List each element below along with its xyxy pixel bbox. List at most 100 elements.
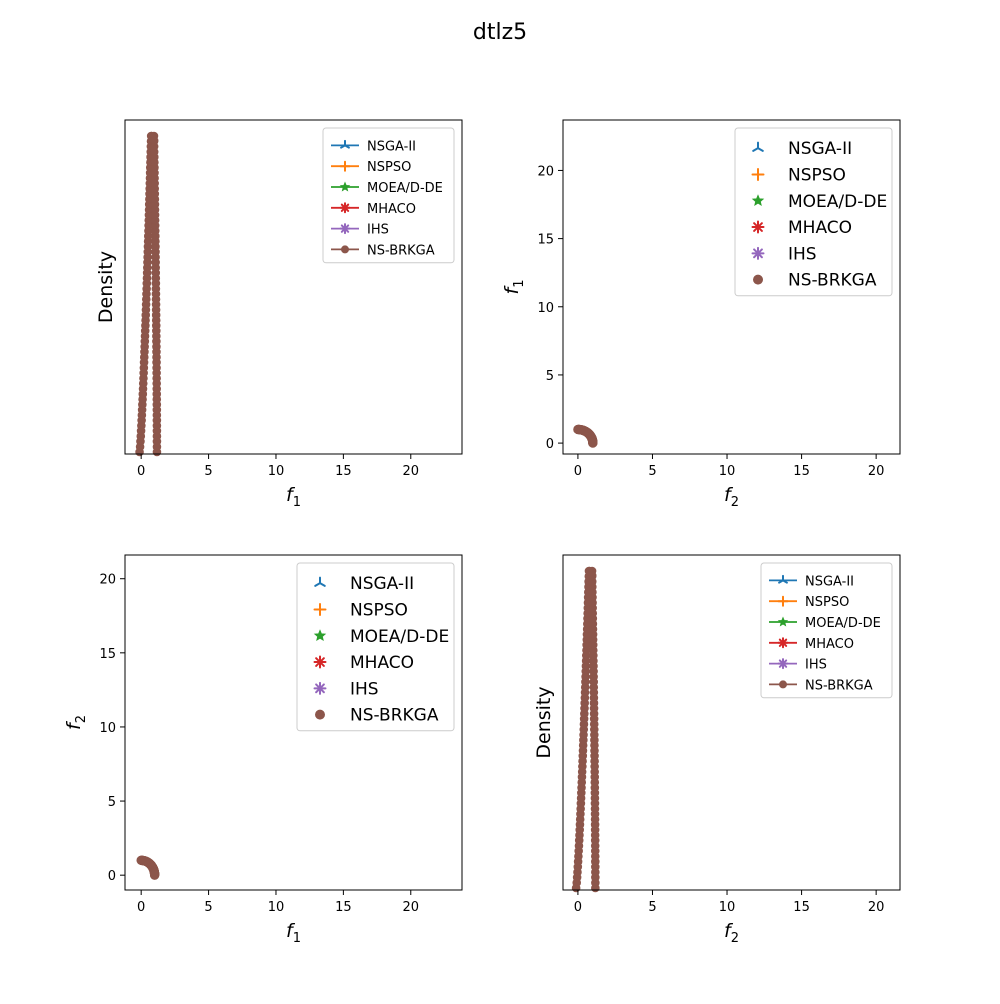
legend-item-moea-d-de: MOEA/D-DE xyxy=(331,181,443,196)
legend-label: NSGA-II xyxy=(788,139,852,159)
legend-label: NSPSO xyxy=(367,160,411,175)
legend-marker xyxy=(777,595,789,607)
legend-item-nspso: NSPSO xyxy=(751,165,846,185)
legend-item-ihs: IHS xyxy=(313,679,379,699)
legend-item-nspso: NSPSO xyxy=(313,600,408,620)
legend-item-ns-brkga: NS-BRKGA xyxy=(753,271,877,291)
y-tick-label: 20 xyxy=(537,164,554,179)
legend-label: NS-BRKGA xyxy=(350,706,439,726)
legend-marker xyxy=(341,245,349,254)
x-tick-label: 15 xyxy=(793,464,810,479)
legend-item-moea-d-de: MOEA/D-DE xyxy=(751,192,887,212)
subplot-top-left: 0 5 10 15 20f1DensityNSGA-IINSPSOMOEA/D-DEMH… xyxy=(95,119,463,510)
x-tick-label: 10 xyxy=(268,464,285,479)
axes-frame xyxy=(562,554,901,891)
plot-area xyxy=(571,566,600,893)
legend-label: MOEA/D-DE xyxy=(367,181,443,196)
pareto-point xyxy=(588,438,598,448)
axes-frame xyxy=(124,554,463,891)
legend-marker xyxy=(314,576,326,587)
legend-marker xyxy=(777,658,789,670)
x-tick-label: 5 xyxy=(204,464,212,479)
legend-label: NS-BRKGA xyxy=(367,243,435,258)
legend-marker xyxy=(339,181,351,192)
legend-item-ns-brkga: NS-BRKGA xyxy=(331,243,435,258)
subplot-bottom-right: 0 5 10 15 20f2DensityNSGA-IINSPSOMOEA/D-DEMH… xyxy=(533,554,901,946)
plot-area xyxy=(573,424,598,448)
x-tick-label: 5 xyxy=(648,464,656,479)
legend-marker xyxy=(339,202,351,214)
legend-marker xyxy=(340,139,350,149)
y-tick-label: 15 xyxy=(537,233,554,248)
legend: NSGA-II NSPSO MOEA/D-DE MHACO IHS NS-BRKGA xyxy=(322,127,455,264)
legend-label: IHS xyxy=(788,244,817,264)
x-tick-label: 0 xyxy=(137,900,145,915)
x-tick-label: 20 xyxy=(868,464,885,479)
y-tick-label: 20 xyxy=(99,573,116,588)
x-tick-label: 15 xyxy=(335,900,352,915)
legend-label: NSPSO xyxy=(350,600,408,620)
legend-label: NSPSO xyxy=(805,595,849,610)
legend-box xyxy=(734,127,893,297)
x-tick-label: 10 xyxy=(719,464,736,479)
y-tick-label: 0 xyxy=(546,437,554,452)
y-tick-label: 15 xyxy=(99,647,116,662)
legend-marker xyxy=(751,194,765,207)
legend-label: MHACO xyxy=(350,653,414,673)
density-point xyxy=(587,571,597,580)
legend-label: IHS xyxy=(367,223,389,238)
legend-marker xyxy=(313,602,327,616)
legend-marker xyxy=(315,709,325,720)
legend-label: NSGA-II xyxy=(367,139,416,154)
legend-item-ihs: IHS xyxy=(769,658,827,673)
legend-marker xyxy=(753,274,763,285)
legend-box xyxy=(296,562,455,732)
y-tick-label: 5 xyxy=(546,369,554,384)
legend-marker xyxy=(313,681,327,695)
legend-marker xyxy=(777,616,789,627)
legend: NSGA-II NSPSO MOEA/D-DE MHACO IHS NS-BRKGA xyxy=(760,562,893,699)
y-tick-label: 0 xyxy=(108,869,116,884)
legend-item-nsga-ii: NSGA-II xyxy=(752,139,852,159)
legend-marker xyxy=(339,160,351,172)
legend-item-nspso: NSPSO xyxy=(331,160,411,175)
x-tick-label: 20 xyxy=(403,900,420,915)
legend-marker xyxy=(751,246,765,260)
legend-item-mhaco: MHACO xyxy=(331,202,416,217)
x-tick-label: 20 xyxy=(403,464,420,479)
legend-marker xyxy=(777,637,789,649)
legend-label: NS-BRKGA xyxy=(788,271,877,291)
legend-marker xyxy=(779,680,787,689)
axes-frame xyxy=(562,119,901,455)
x-tick-label: 5 xyxy=(648,900,656,915)
y-tick-label: 10 xyxy=(99,721,116,736)
legend-label: IHS xyxy=(350,679,379,699)
legend-marker xyxy=(751,220,765,234)
legend-item-mhaco: MHACO xyxy=(313,653,414,673)
figure-title: dtlz5 xyxy=(473,20,527,45)
legend-marker xyxy=(752,141,764,152)
legend-item-mhaco: MHACO xyxy=(769,637,854,652)
pareto-point xyxy=(149,870,160,880)
plot-area xyxy=(136,855,160,880)
legend-marker xyxy=(313,629,327,642)
legend-marker xyxy=(339,223,351,235)
x-tick-label: 0 xyxy=(574,464,582,479)
legend-item-nsga-ii: NSGA-II xyxy=(769,574,854,589)
x-tick-label: 20 xyxy=(868,900,885,915)
legend-item-nsga-ii: NSGA-II xyxy=(314,574,414,594)
legend-item-ihs: IHS xyxy=(331,223,389,238)
legend-label: MHACO xyxy=(788,218,852,238)
legend-marker xyxy=(751,167,765,181)
x-tick-label: 5 xyxy=(204,900,212,915)
x-tick-label: 0 xyxy=(137,464,145,479)
y-tick-label: 5 xyxy=(108,795,116,810)
legend-label: MHACO xyxy=(367,202,416,217)
x-tick-label: 15 xyxy=(335,464,352,479)
y-tick-label: 10 xyxy=(537,301,554,316)
legend-marker xyxy=(313,655,327,669)
legend-marker xyxy=(778,574,788,584)
x-tick-label: 15 xyxy=(793,900,810,915)
